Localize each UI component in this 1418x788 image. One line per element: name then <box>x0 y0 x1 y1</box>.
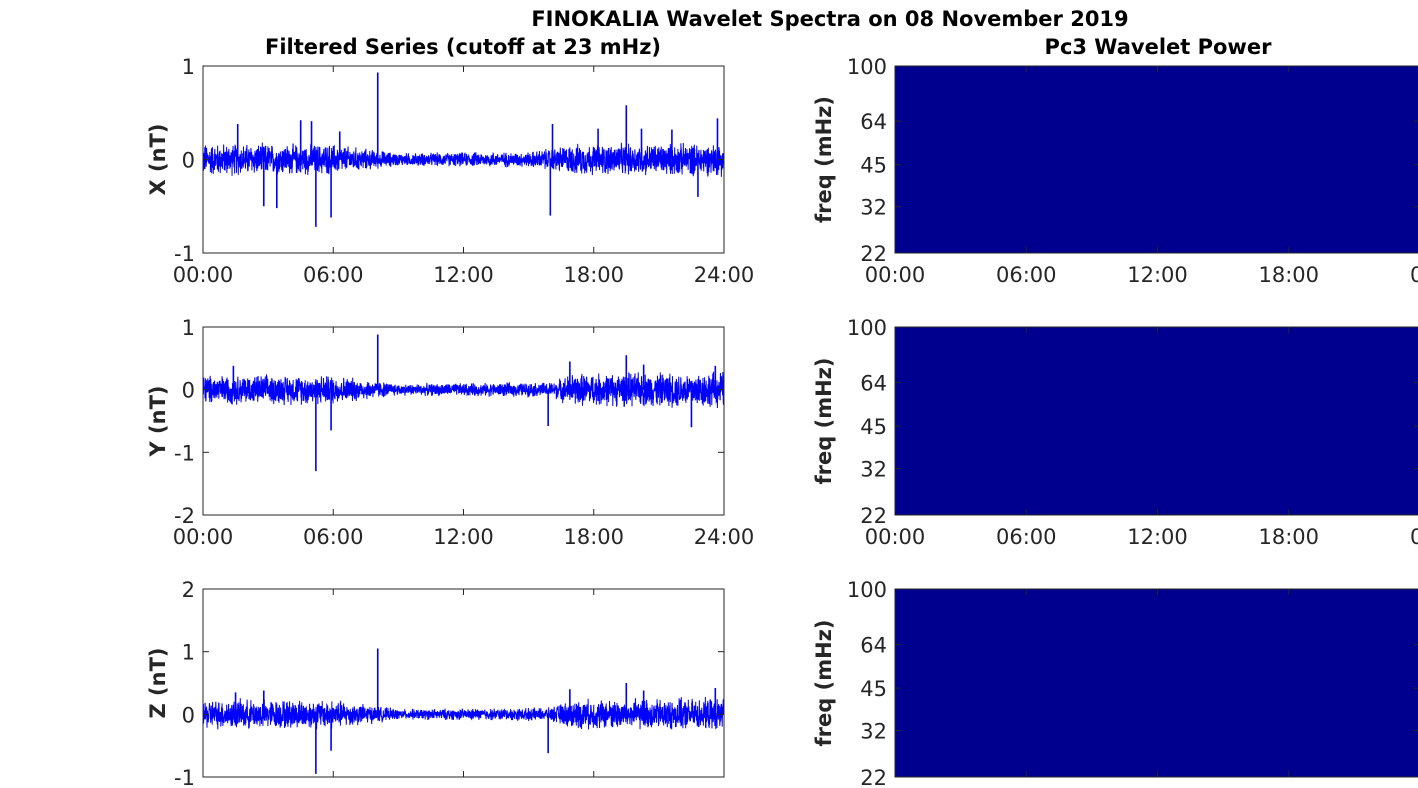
y-axis-label: freq (mHz) <box>812 358 836 485</box>
x-wavelet-panel: 22 32 45 64 100 00:00 06:00 12:00 18:00 00 freq (m… <box>812 55 1418 287</box>
x-series-panel: -1 0 1 00:00 06:00 12:00 18:00 24:00 X (nT) <box>146 55 754 287</box>
figure-title: FINOKALIA Wavelet Spectra on 08 November… <box>531 7 1128 31</box>
wavelet-power-fill <box>895 327 1418 515</box>
y-tick-label: 100 <box>847 55 887 79</box>
y-tick-label: 0 <box>182 379 195 403</box>
x-tick-label: 06:00 <box>303 263 364 287</box>
y-tick-label: 32 <box>860 457 887 481</box>
y-wavelet-panel: 22 32 45 64 100 00:00 06:00 12:00 18:00 00 freq (m… <box>812 316 1418 549</box>
y-tick-label: -2 <box>174 504 195 528</box>
y-tick-label: 100 <box>847 316 887 340</box>
y-axis-label: X (nT) <box>146 124 170 196</box>
y-tick-label: 64 <box>860 371 887 395</box>
y-tick-label: 32 <box>860 719 887 743</box>
y-tick-label: 45 <box>860 415 887 439</box>
right-column-title: Pc3 Wavelet Power <box>1045 35 1273 59</box>
z-series-panel: -1 0 1 2 Z (nT) <box>146 578 725 788</box>
x-tick-label: 18:00 <box>563 263 624 287</box>
y-tick-label: -1 <box>174 441 195 465</box>
y-tick-label: 1 <box>182 55 195 79</box>
series-trace <box>203 142 724 177</box>
y-tick-label: 22 <box>860 242 887 266</box>
y-series-panel: -2 -1 0 1 00:00 06:00 12:00 18:00 24:00 Y (nT) <box>146 316 754 549</box>
x-tick-label: 18:00 <box>563 525 624 549</box>
x-tick-label: 06:00 <box>996 263 1057 287</box>
x-tick-label: 12:00 <box>433 525 494 549</box>
x-tick-label: 06:00 <box>996 525 1057 549</box>
y-tick-label: -1 <box>174 766 195 788</box>
y-tick-label: 45 <box>860 677 887 701</box>
y-tick-label: 64 <box>860 110 887 134</box>
wavelet-power-fill <box>895 66 1418 253</box>
y-axis-label: freq (mHz) <box>812 620 836 747</box>
y-axis-label: freq (mHz) <box>812 96 836 223</box>
y-tick-label: 22 <box>860 504 887 528</box>
series-trace <box>203 696 724 730</box>
left-column-title: Filtered Series (cutoff at 23 mHz) <box>265 35 661 59</box>
x-tick-label: 00 <box>1410 263 1418 287</box>
y-tick-label: 64 <box>860 633 887 657</box>
series-trace <box>203 371 724 408</box>
y-tick-label: -1 <box>174 242 195 266</box>
y-tick-label: 2 <box>182 578 195 602</box>
x-tick-label: 24:00 <box>694 525 755 549</box>
z-wavelet-panel: 22 32 45 64 100 freq (mHz) <box>812 578 1418 788</box>
y-tick-label: 100 <box>847 578 887 602</box>
x-tick-label: 12:00 <box>1127 263 1188 287</box>
x-tick-label: 00:00 <box>173 263 234 287</box>
x-tick-label: 00:00 <box>173 525 234 549</box>
x-tick-label: 18:00 <box>1258 263 1319 287</box>
y-tick-label: 1 <box>182 316 195 340</box>
x-tick-label: 00:00 <box>865 525 926 549</box>
y-tick-label: 32 <box>860 196 887 220</box>
x-tick-label: 06:00 <box>303 525 364 549</box>
y-tick-label: 22 <box>860 766 887 788</box>
x-tick-label: 18:00 <box>1258 525 1319 549</box>
x-tick-label: 00:00 <box>865 263 926 287</box>
y-tick-label: 45 <box>860 154 887 178</box>
wavelet-power-fill <box>895 589 1418 777</box>
x-tick-label: 24:00 <box>694 263 755 287</box>
x-tick-label: 12:00 <box>1127 525 1188 549</box>
x-tick-label: 00 <box>1410 525 1418 549</box>
y-tick-label: 0 <box>182 149 195 173</box>
y-tick-label: 0 <box>182 703 195 727</box>
y-tick-label: 1 <box>182 641 195 665</box>
y-axis-label: Y (nT) <box>146 386 170 458</box>
y-axis-label: Z (nT) <box>146 647 170 718</box>
x-tick-label: 12:00 <box>433 263 494 287</box>
